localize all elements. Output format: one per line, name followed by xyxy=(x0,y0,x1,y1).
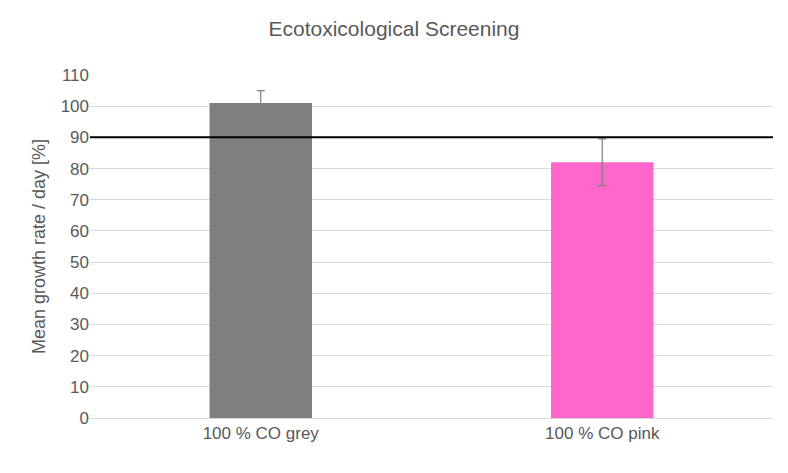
svg-text:90: 90 xyxy=(70,128,89,147)
svg-text:50: 50 xyxy=(70,253,89,272)
svg-text:80: 80 xyxy=(70,160,89,179)
svg-text:110: 110 xyxy=(62,66,89,85)
svg-text:60: 60 xyxy=(70,222,89,241)
svg-text:30: 30 xyxy=(70,315,89,334)
svg-text:40: 40 xyxy=(70,284,89,303)
svg-text:10: 10 xyxy=(70,378,89,397)
svg-text:70: 70 xyxy=(70,191,89,210)
svg-text:100: 100 xyxy=(61,97,89,116)
svg-text:100 % CO grey: 100 % CO grey xyxy=(203,424,320,443)
svg-text:Mean growth rate / day [%]: Mean growth rate / day [%] xyxy=(29,139,49,354)
svg-text:0: 0 xyxy=(80,409,89,428)
svg-text:100 % CO pink: 100 % CO pink xyxy=(545,424,660,443)
svg-text:Ecotoxicological Screening: Ecotoxicological Screening xyxy=(269,17,520,40)
svg-text:20: 20 xyxy=(70,347,89,366)
